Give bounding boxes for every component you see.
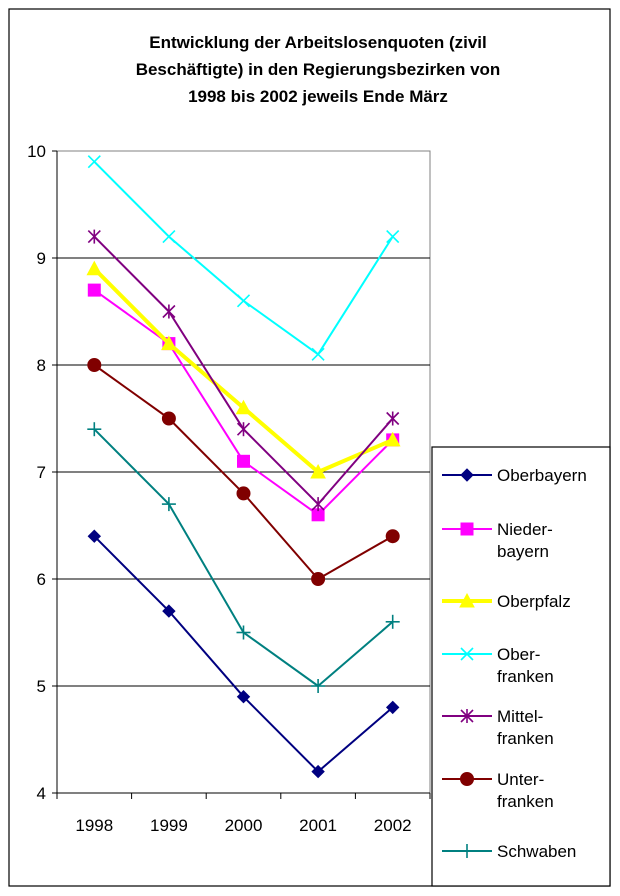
chart-title: Entwicklung der Arbeitslosenquoten (zivi… [136,33,501,106]
data-point-unter-franken [385,529,400,544]
legend-item-unter-franken: Unter-franken [442,770,554,811]
data-point-mittel-franken [236,422,251,437]
x-tick-label: 1999 [150,816,188,835]
legend-item-oberpfalz: Oberpfalz [442,592,571,611]
legend-label-ober-franken: Ober- [497,645,540,664]
data-point-oberbayern [162,604,176,618]
legend-label-oberbayern: Oberbayern [497,466,587,485]
legend-label-nieder-bayern: Nieder- [497,520,553,539]
data-point-oberpfalz [86,260,103,276]
legend-item-oberbayern: Oberbayern [442,466,587,485]
chart-title-line-2: Beschäftigte) in den Regierungsbezirken … [136,60,501,79]
legend-label-nieder-bayern: bayern [497,542,549,561]
data-point-oberpfalz [310,463,326,479]
y-tick-label: 6 [37,570,46,589]
legend-marker-ober-franken [460,647,474,661]
legend-marker-oberbayern [460,468,474,482]
legend-label-schwaben: Schwaben [497,842,576,861]
data-point-schwaben [311,679,326,693]
legend-label-ober-franken: franken [497,667,554,686]
data-point-ober-franken [311,347,325,361]
axes: 4 5 6 7 8 9 10 1998 1999 2000 2001 2002 [27,142,431,835]
data-point-mittel-franken [87,229,101,244]
y-tick-label: 9 [37,249,46,268]
data-point-unter-franken [87,358,102,372]
data-point-ober-franken [236,294,251,308]
x-tick-label: 2000 [225,816,263,835]
legend-marker-schwaben [460,844,474,858]
data-point-unter-franken [311,572,326,586]
chart-title-line-3: 1998 bis 2002 jeweils Ende März [188,87,448,106]
legend-item-schwaben: Schwaben [442,842,576,861]
data-point-ober-franken [162,230,176,244]
series-schwaben [87,422,400,693]
data-point-schwaben [87,422,102,437]
data-point-nieder-bayern [237,454,250,468]
series-oberpfalz [86,260,401,479]
legend-label-mittel-franken: franken [497,729,554,748]
x-tick-label: 2001 [299,816,337,835]
y-tick-label: 8 [37,356,46,375]
data-point-ober-franken [87,155,101,169]
data-point-oberbayern [236,689,251,704]
legend-marker-nieder-bayern [460,522,474,536]
data-point-oberbayern [311,764,325,779]
y-tick-label: 10 [27,142,46,161]
legend-label-mittel-franken: Mittel- [497,707,543,726]
legend-label-unter-franken: Unter- [497,770,544,789]
series-ober-franken [87,155,400,361]
legend-marker-unter-franken [460,772,474,786]
data-point-mittel-franken [162,304,176,319]
data-point-ober-franken [386,230,400,244]
legend-marker-mittel-franken [460,709,474,723]
y-tick-label: 7 [37,463,46,482]
series-group [86,155,401,779]
data-point-oberpfalz [161,335,177,351]
chart-title-line-1: Entwicklung der Arbeitslosenquoten (zivi… [149,33,487,52]
y-tick-label: 4 [37,784,46,803]
data-point-oberpfalz [384,431,401,447]
legend-item-mittel-franken: Mittel-franken [442,707,554,748]
legend-box [431,446,611,887]
gridlines [57,257,430,687]
legend-marker-oberpfalz [459,592,475,608]
data-point-oberbayern [87,529,102,543]
legend-label-oberpfalz: Oberpfalz [497,592,571,611]
data-point-unter-franken [236,486,251,501]
data-point-schwaben [236,625,251,640]
series-unter-franken [87,358,400,586]
legend-item-ober-franken: Ober-franken [442,645,554,686]
data-point-schwaben [385,614,400,629]
legend-label-unter-franken: franken [497,792,554,811]
data-point-nieder-bayern [87,283,101,297]
data-point-mittel-franken [386,411,400,426]
series-mittel-franken [87,229,400,512]
data-point-unter-franken [161,411,176,426]
x-tick-label: 1998 [75,816,113,835]
data-point-oberbayern [385,700,400,715]
legend-item-nieder-bayern: Nieder-bayern [442,520,553,561]
data-point-schwaben [161,497,176,512]
y-tick-label: 5 [37,677,46,696]
x-tick-label: 2002 [374,816,412,835]
series-oberbayern [87,529,400,779]
data-point-oberpfalz [235,399,252,415]
legend: Oberbayern Nieder-bayern Oberpfalz Ober-fra… [431,446,611,887]
data-point-mittel-franken [311,497,325,512]
